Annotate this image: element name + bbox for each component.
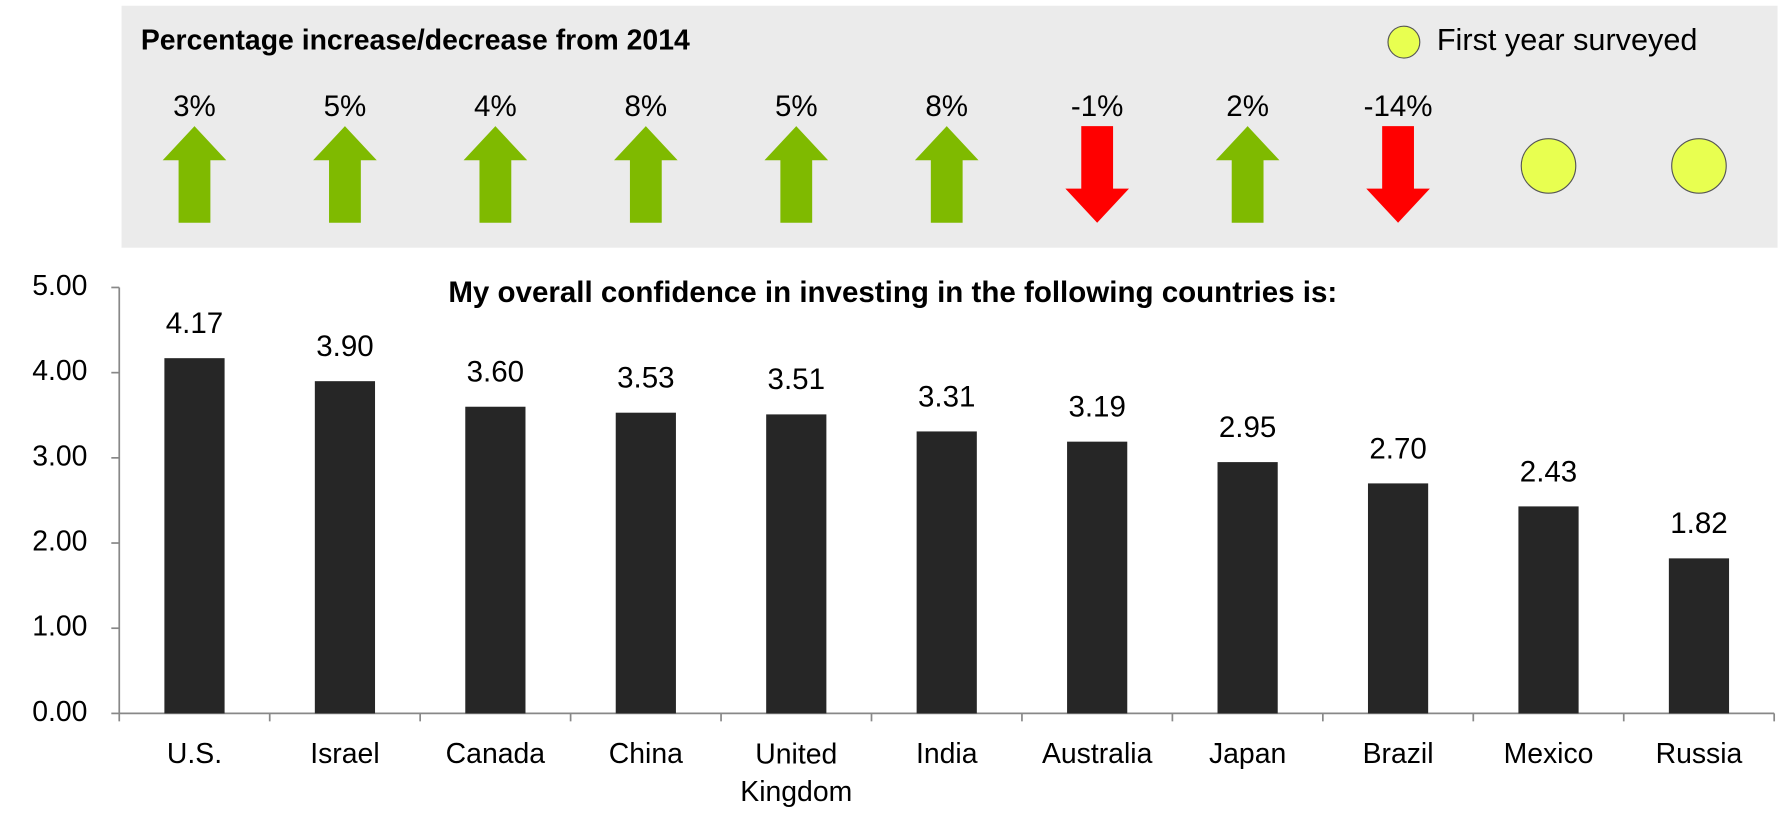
down-arrow [1065,126,1129,223]
bar [314,381,376,714]
y-tick-label: 4.00 [32,355,87,387]
up-arrow [313,126,377,223]
legend-marker [1387,25,1421,59]
bar [1518,506,1579,714]
chart-title: My overall confidence in investing in th… [448,276,1337,309]
change-label: 5% [324,90,367,123]
up-arrow [162,126,227,223]
value-label: 3.31 [918,380,975,413]
x-tick-label: Israel [310,738,379,770]
change-label: -1% [1071,90,1124,123]
bar [465,406,526,714]
change-label: -14% [1364,90,1433,123]
up-arrow [914,126,979,223]
bar [1367,483,1429,714]
change-label: 4% [474,90,517,123]
value-label: 3.90 [316,330,373,363]
value-label: 2.95 [1219,411,1276,444]
bar [164,358,225,714]
y-tick-label: 3.00 [32,440,87,472]
value-label: 2.70 [1369,432,1426,465]
y-tick-label: 0.00 [32,696,87,728]
y-tick-label: 1.00 [32,611,87,643]
bar [916,431,977,714]
up-arrow [1215,126,1280,223]
value-label: 2.43 [1520,455,1577,488]
x-tick-label: China [609,738,683,770]
x-tick-label: United Kingdom [740,738,852,807]
value-label: 1.82 [1670,507,1727,540]
x-tick-label: India [916,738,978,770]
value-label: 3.53 [617,362,674,395]
change-label: 8% [624,90,667,123]
x-tick-label: Canada [446,738,546,770]
legend-label: First year surveyed [1437,23,1698,57]
panel-title: Percentage increase/decrease from 2014 [141,25,690,57]
bar [615,412,676,714]
value-label: 4.17 [166,307,223,340]
value-label: 3.19 [1068,391,1125,424]
value-label: 3.60 [467,356,524,389]
first-year-marker [1671,138,1727,194]
bar [1067,441,1128,714]
up-arrow [463,126,528,223]
change-label: 5% [775,90,818,123]
up-arrow [614,126,678,223]
y-tick-label: 2.00 [32,526,87,558]
change-label: 2% [1226,90,1269,123]
value-label: 3.51 [768,363,825,396]
x-tick-label: Australia [1042,738,1153,770]
x-tick-label: Mexico [1504,738,1594,770]
y-tick-label: 5.00 [32,270,87,302]
up-arrow [764,126,829,223]
x-tick-label: Russia [1656,738,1743,770]
bar [1668,558,1730,714]
bar [1217,462,1278,714]
change-label: 3% [173,90,216,123]
x-tick-label: U.S. [167,738,222,770]
bar [766,414,827,714]
x-tick-label: Japan [1209,738,1286,770]
x-tick-label: Brazil [1363,738,1434,770]
change-label: 8% [925,90,968,123]
first-year-marker [1520,138,1577,194]
